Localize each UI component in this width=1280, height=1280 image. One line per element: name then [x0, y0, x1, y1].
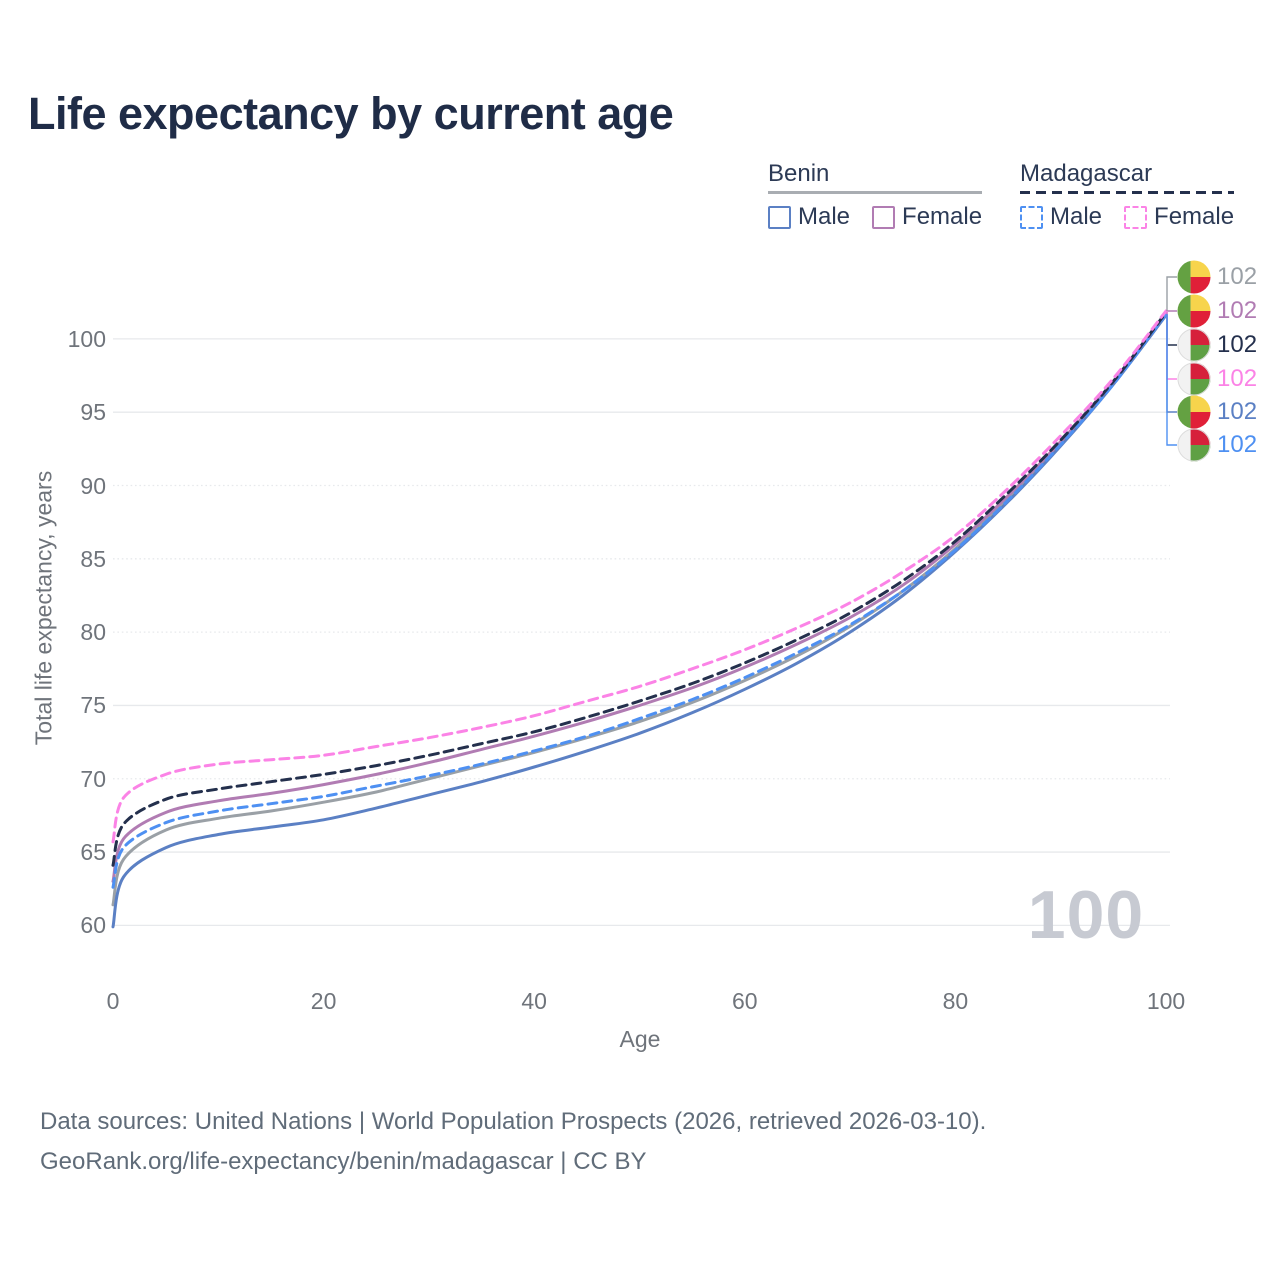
legend-entry-label: Male — [1050, 203, 1103, 230]
legend-title-madagascar: Madagascar — [1020, 160, 1153, 187]
data-sources-text: Data sources: United Nations | World Pop… — [40, 1108, 987, 1135]
end-label-row-madagascar-total: 102 — [1177, 328, 1257, 362]
legend-entry-label: Male — [798, 203, 851, 230]
legend-underline-madagascar-dashed-line — [1020, 191, 1235, 194]
attribution-link-text: GeoRank.org/life-expectancy/benin/madaga… — [40, 1148, 647, 1175]
madagascar-flag-icon — [1177, 362, 1211, 396]
leader-line-benin-total — [1166, 276, 1177, 314]
series-line-benin-total — [111, 312, 1168, 907]
legend-entry-madagascar-male[interactable]: Male — [1020, 203, 1102, 231]
end-value-benin-male: 102 — [1217, 398, 1258, 425]
y-tick-95: 95 — [80, 399, 106, 426]
y-tick-85: 85 — [80, 545, 106, 572]
y-tick-65: 65 — [80, 839, 106, 866]
x-tick-20: 20 — [310, 988, 337, 1014]
x-axis-title: Age — [619, 1026, 661, 1052]
legend-group-benin: Benin Male Female — [768, 160, 983, 231]
end-value-madagascar-total: 102 — [1217, 331, 1258, 358]
age-watermark: 100 — [1027, 877, 1145, 953]
end-label-row-benin-female: 102 — [1177, 294, 1257, 328]
legend-swatch-benin-male — [768, 205, 791, 229]
legend-row-madagascar: Male Female — [1020, 203, 1234, 231]
leader-line-madagascar-total — [1166, 312, 1177, 346]
y-tick-60: 60 — [80, 912, 106, 939]
x-tick-40: 40 — [521, 988, 547, 1014]
legend-entry-label: Female — [902, 203, 983, 230]
series-line-madagascar-female — [111, 309, 1168, 844]
end-value-madagascar-female: 102 — [1217, 365, 1258, 392]
end-value-madagascar-male: 102 — [1217, 431, 1258, 458]
series-line-benin-male — [111, 313, 1168, 929]
series-lines — [111, 309, 1168, 929]
series-line-madagascar-total — [111, 311, 1168, 867]
x-tick-60: 60 — [732, 988, 758, 1014]
x-tick-0: 0 — [106, 988, 120, 1014]
legend-swatch-madagascar-male — [1020, 205, 1043, 229]
legend-row-benin: Male Female — [768, 203, 982, 231]
y-tick-100: 100 — [67, 325, 106, 352]
legend-entry-label: Female — [1154, 203, 1235, 230]
end-label-leader-lines — [1166, 276, 1177, 446]
gridlines — [113, 338, 1170, 927]
leader-line-madagascar-male — [1166, 314, 1177, 446]
legend-swatch-benin-female — [872, 205, 896, 229]
end-value-benin-female: 102 — [1217, 297, 1258, 324]
y-tick-70: 70 — [80, 765, 106, 792]
end-label-row-madagascar-female: 102 — [1177, 362, 1257, 396]
leader-line-benin-male — [1166, 315, 1177, 413]
benin-flag-icon — [1177, 260, 1211, 294]
benin-flag-icon — [1177, 395, 1211, 429]
y-tick-80: 80 — [80, 619, 106, 646]
legend-group-madagascar: Madagascar Male Female — [1020, 160, 1235, 231]
page-title: Life expectancy by current age — [28, 88, 674, 139]
legend-swatch-madagascar-female — [1124, 205, 1148, 229]
x-tick-100: 100 — [1146, 988, 1186, 1014]
end-value-benin-total: 102 — [1217, 263, 1258, 290]
legend-entry-madagascar-female[interactable]: Female — [1124, 203, 1234, 231]
legend-entry-benin-male[interactable]: Male — [768, 203, 850, 231]
series-line-benin-female — [111, 311, 1168, 883]
end-label-row-benin-total: 102 — [1177, 260, 1257, 294]
x-tick-80: 80 — [942, 988, 969, 1014]
madagascar-flag-icon — [1177, 328, 1211, 362]
y-tick-90: 90 — [80, 472, 106, 499]
end-label-row-benin-male: 102 — [1177, 395, 1257, 429]
madagascar-flag-icon — [1177, 428, 1211, 462]
legend-title-benin: Benin — [768, 160, 830, 187]
end-label-row-madagascar-male: 102 — [1177, 428, 1257, 462]
leader-line-benin-female — [1166, 310, 1177, 313]
legend-entry-benin-female[interactable]: Female — [872, 203, 982, 231]
benin-flag-icon — [1177, 294, 1211, 328]
legend-underline-benin-solid-line — [768, 191, 983, 194]
y-tick-75: 75 — [80, 692, 106, 719]
series-line-madagascar-male — [111, 312, 1168, 889]
